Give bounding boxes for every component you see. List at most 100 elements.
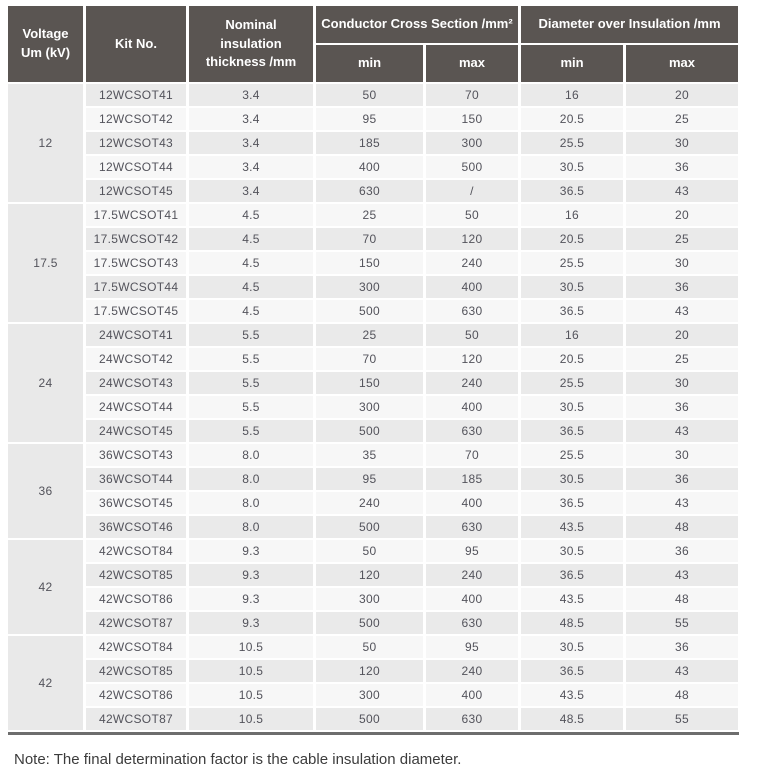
cell-doi-max: 36 <box>626 468 738 490</box>
cell-doi-max: 43 <box>626 300 738 322</box>
cell-ccs-max: 240 <box>426 564 518 586</box>
cell-kit: 12WCSOT41 <box>86 84 186 106</box>
header-conductor-cross-section: Conductor Cross Section /mm² <box>316 6 518 43</box>
cell-doi-min: 30.5 <box>521 636 623 658</box>
cell-doi-max: 20 <box>626 204 738 226</box>
cell-ccs-min: 500 <box>316 516 423 538</box>
header-ccs-max: max <box>426 45 518 82</box>
cell-ccs-min: 150 <box>316 252 423 274</box>
cell-thickness: 8.0 <box>189 468 313 490</box>
table-row: 42WCSOT87 9.3 500 630 48.5 55 <box>8 612 738 634</box>
voltage-group-cell: 24 <box>8 324 83 442</box>
cell-ccs-min: 120 <box>316 660 423 682</box>
cell-ccs-max: 300 <box>426 132 518 154</box>
cell-ccs-max: 120 <box>426 348 518 370</box>
cell-doi-min: 30.5 <box>521 276 623 298</box>
cell-kit: 24WCSOT43 <box>86 372 186 394</box>
cell-ccs-min: 500 <box>316 420 423 442</box>
note-text: Note: The final determination factor is … <box>14 751 462 768</box>
cell-thickness: 8.0 <box>189 444 313 466</box>
cell-ccs-min: 630 <box>316 180 423 202</box>
cell-ccs-min: 95 <box>316 468 423 490</box>
voltage-group-cell: 12 <box>8 84 83 202</box>
table-row: 12WCSOT42 3.4 95 150 20.5 25 <box>8 108 738 130</box>
table-body: 12 12WCSOT41 3.4 50 70 16 20 12WCSOT42 3.4 95 150 2… <box>8 84 738 730</box>
cell-kit: 24WCSOT44 <box>86 396 186 418</box>
cell-ccs-max: 400 <box>426 492 518 514</box>
table-row: 12WCSOT45 3.4 630/36.5 43 <box>8 180 738 202</box>
table-row: 17.5WCSOT44 4.5 300 400 30.5 36 <box>8 276 738 298</box>
cell-thickness: 5.5 <box>189 324 313 346</box>
header-voltage-line2: Um (kV) <box>20 45 71 60</box>
cell-thickness: 10.5 <box>189 636 313 658</box>
table-row: 42WCSOT86 10.5 300 400 43.5 48 <box>8 684 738 706</box>
cell-doi-max: 43 <box>626 660 738 682</box>
cell-doi-max: 36 <box>626 276 738 298</box>
cell-doi-max: 55 <box>626 612 738 634</box>
cell-doi-min: 25.5 <box>521 132 623 154</box>
cell-kit: 24WCSOT45 <box>86 420 186 442</box>
cell-doi-max: 20 <box>626 84 738 106</box>
cell-kit: 12WCSOT45 <box>86 180 186 202</box>
cell-ccs-max: 70 <box>426 444 518 466</box>
cell-kit: 17.5WCSOT44 <box>86 276 186 298</box>
cell-ccs-min: 70 <box>316 228 423 250</box>
cell-kit: 24WCSOT41 <box>86 324 186 346</box>
cell-doi-min: 30.5 <box>521 540 623 562</box>
table-row: 24WCSOT42 5.5 70 120 20.5 25 <box>8 348 738 370</box>
cell-ccs-max: 400 <box>426 684 518 706</box>
cell-doi-min: 36.5 <box>521 300 623 322</box>
cell-doi-min: 36.5 <box>521 420 623 442</box>
cell-thickness: 9.3 <box>189 564 313 586</box>
table-row: 42WCSOT86 9.3 300 400 43.5 48 <box>8 588 738 610</box>
cell-doi-min: 30.5 <box>521 468 623 490</box>
cell-kit: 17.5WCSOT42 <box>86 228 186 250</box>
cell-doi-max: 43 <box>626 492 738 514</box>
cell-ccs-max: 70 <box>426 84 518 106</box>
cell-doi-max: 20 <box>626 324 738 346</box>
header-kit-no: Kit No. <box>86 6 186 82</box>
cell-thickness: 3.4 <box>189 132 313 154</box>
cell-ccs-min: 50 <box>316 636 423 658</box>
cell-doi-min: 48.5 <box>521 708 623 730</box>
cell-ccs-min: 120 <box>316 564 423 586</box>
cell-doi-min: 43.5 <box>521 588 623 610</box>
table-row: 36WCSOT46 8.0 500 630 43.5 48 <box>8 516 738 538</box>
cell-doi-min: 30.5 <box>521 156 623 178</box>
cell-ccs-max: 50 <box>426 204 518 226</box>
voltage-group-cell: 36 <box>8 444 83 538</box>
cell-doi-min: 25.5 <box>521 372 623 394</box>
cell-kit: 42WCSOT85 <box>86 660 186 682</box>
voltage-group-cell: 17.5 <box>8 204 83 322</box>
header-diameter-over-insulation: Diameter over Insulation /mm <box>521 6 738 43</box>
cell-kit: 42WCSOT86 <box>86 684 186 706</box>
cell-doi-min: 36.5 <box>521 660 623 682</box>
cell-thickness: 5.5 <box>189 372 313 394</box>
header-doi-min: min <box>521 45 623 82</box>
cell-doi-max: 43 <box>626 564 738 586</box>
cell-doi-min: 16 <box>521 324 623 346</box>
cell-doi-min: 16 <box>521 84 623 106</box>
cell-thickness: 10.5 <box>189 708 313 730</box>
cell-doi-min: 36.5 <box>521 180 623 202</box>
header-thickness: Nominal insulation thickness /mm <box>189 6 313 82</box>
table-row: 17.5 17.5WCSOT41 4.5 25 50 16 20 <box>8 204 738 322</box>
cell-thickness: 4.5 <box>189 204 313 226</box>
insulation-kit-spec-table: Voltage Um (kV) Kit No. Nominal insulati… <box>5 4 741 732</box>
cell-kit: 36WCSOT45 <box>86 492 186 514</box>
cell-doi-min: 30.5 <box>521 396 623 418</box>
cell-ccs-max: 630 <box>426 300 518 322</box>
cell-doi-min: 48.5 <box>521 612 623 634</box>
cell-thickness: 4.5 <box>189 300 313 322</box>
cell-doi-max: 36 <box>626 396 738 418</box>
cell-kit: 17.5WCSOT41 <box>86 204 186 226</box>
cell-ccs-max: 185 <box>426 468 518 490</box>
cell-ccs-max: 630 <box>426 420 518 442</box>
cell-kit: 42WCSOT84 <box>86 636 186 658</box>
header-voltage-line1: Voltage <box>22 26 69 42</box>
cell-doi-max: 30 <box>626 372 738 394</box>
cell-ccs-max: 240 <box>426 660 518 682</box>
cell-kit: 42WCSOT87 <box>86 612 186 634</box>
cell-thickness: 4.5 <box>189 276 313 298</box>
table-row: 17.5WCSOT45 4.5 500 630 36.5 43 <box>8 300 738 322</box>
